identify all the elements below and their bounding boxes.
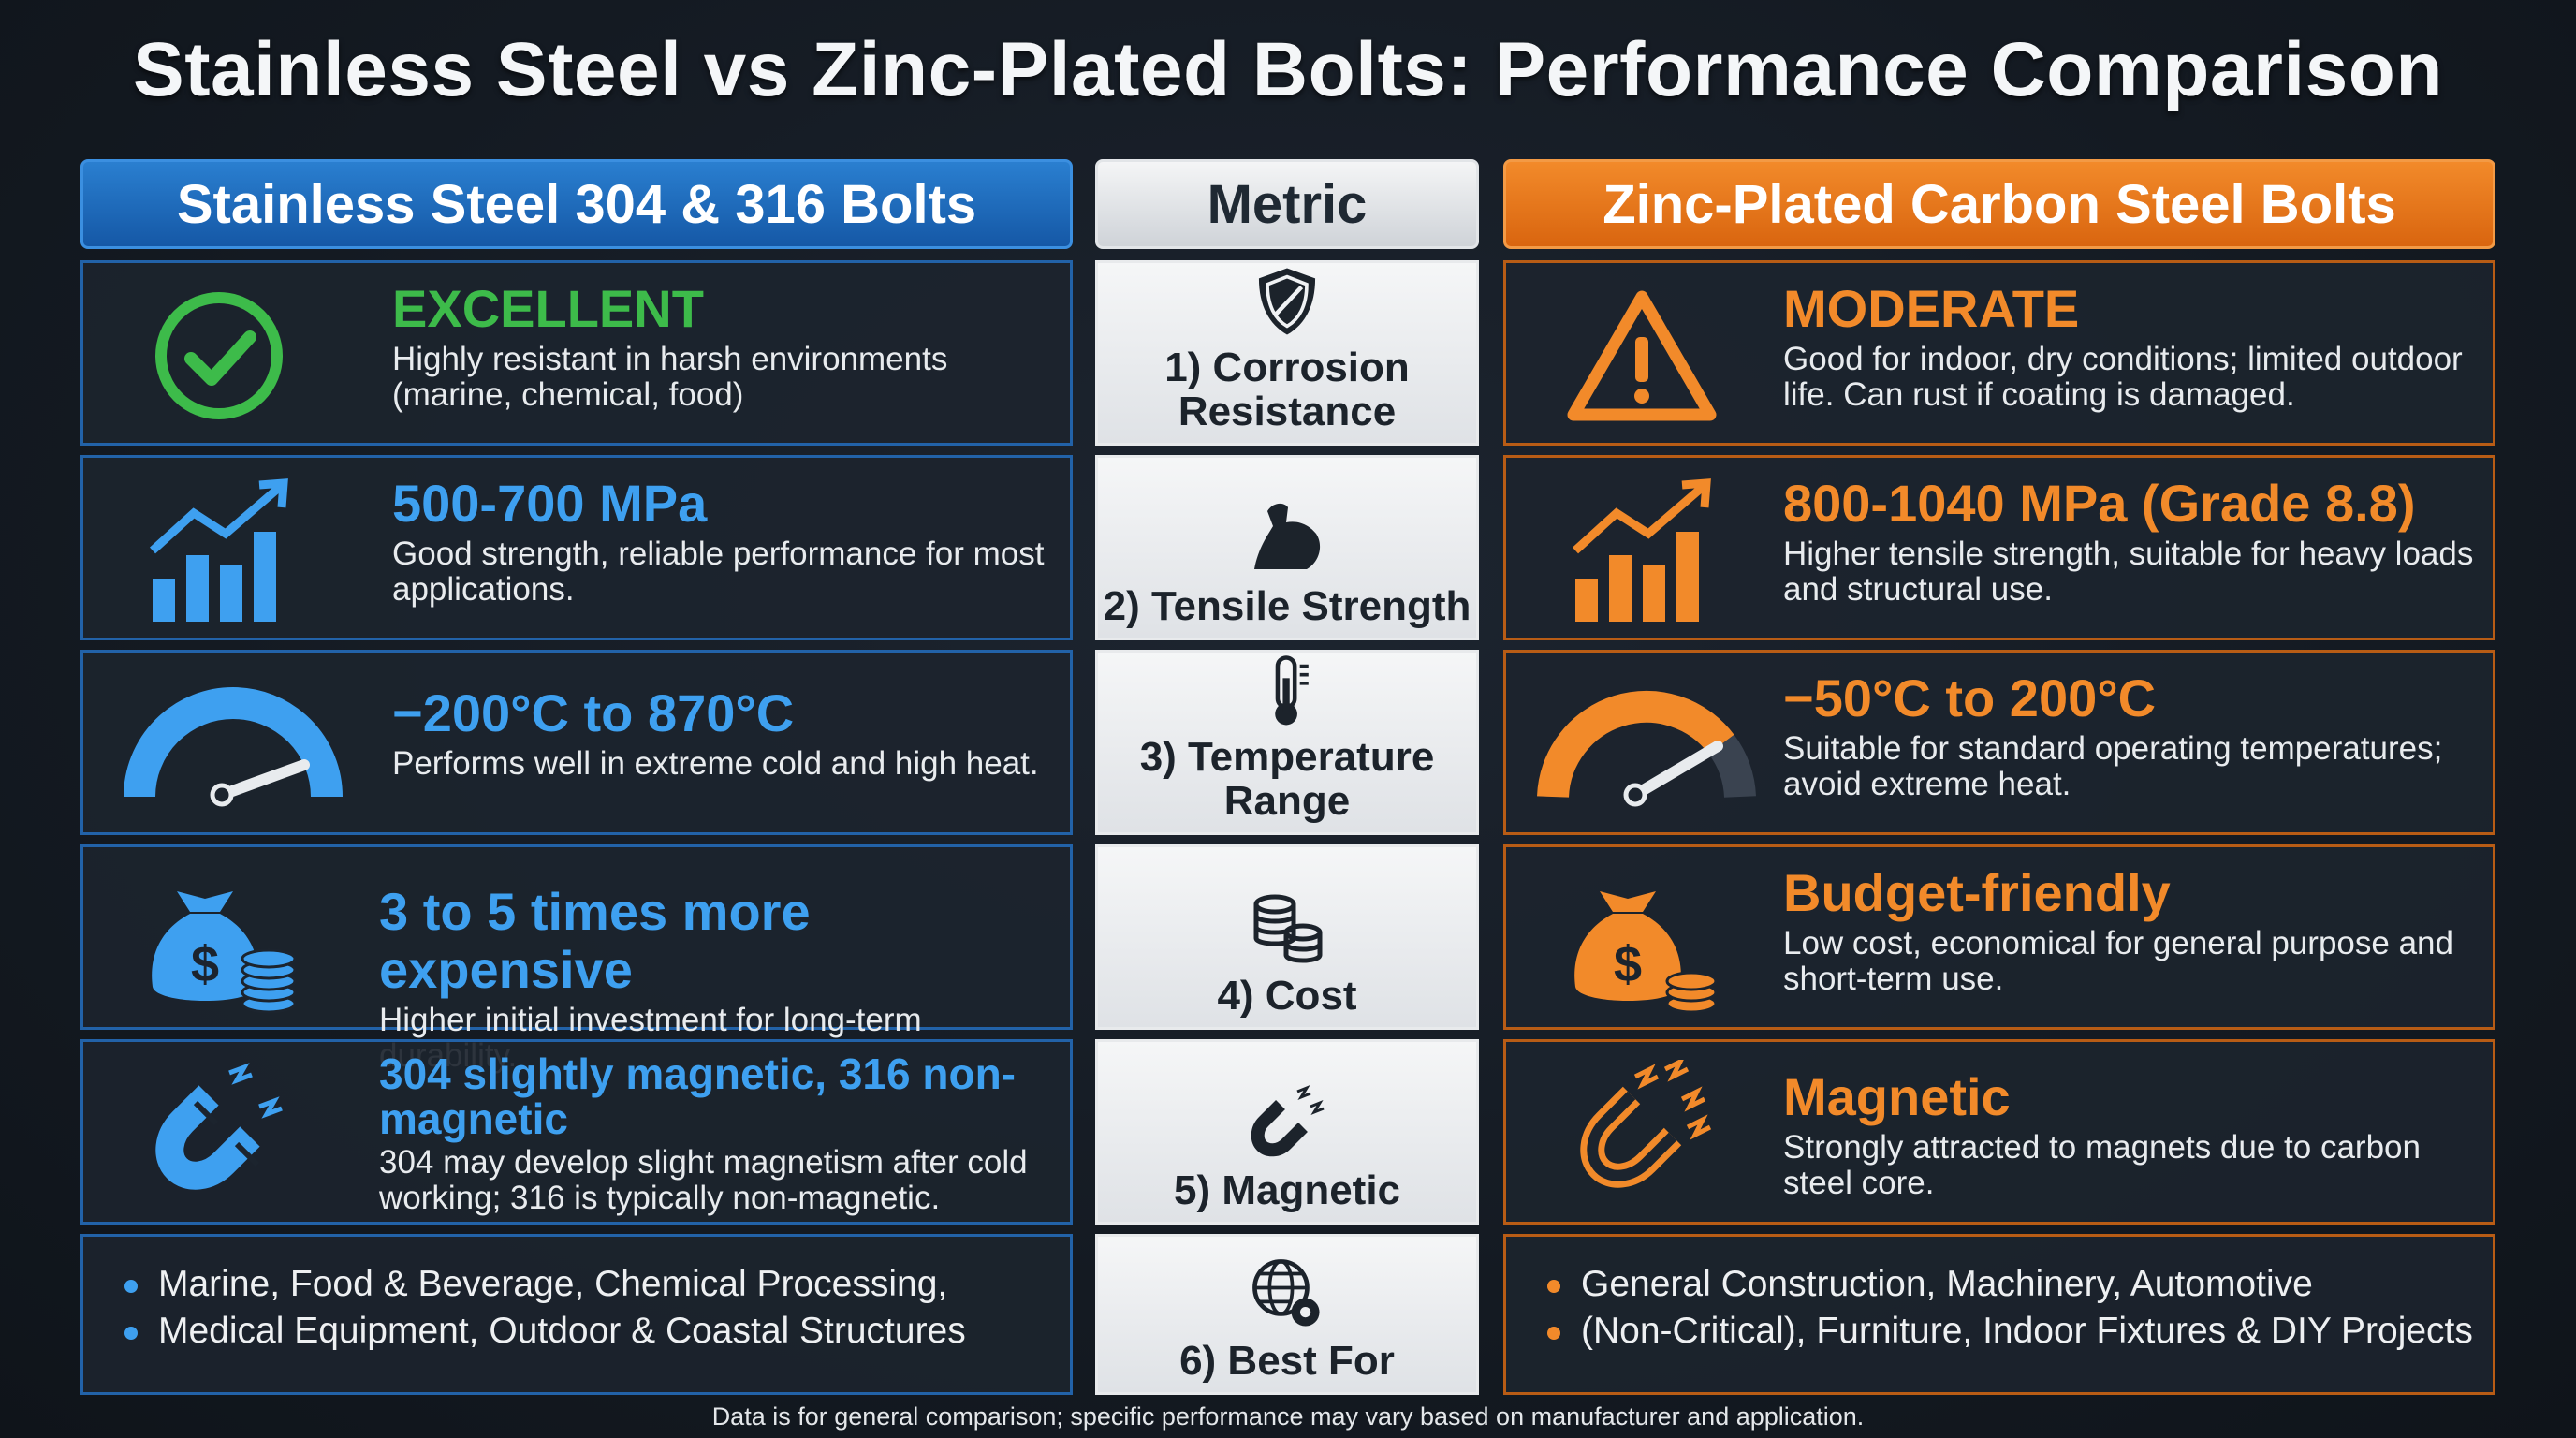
cost-description: Low cost, economical for general purpose…	[1783, 925, 2453, 997]
stainless-corrosion-cell: EXCELLENT Highly resistant in harsh envi…	[80, 260, 1073, 446]
magnet-icon	[1534, 1055, 1749, 1214]
stainless-tensile-cell: 500-700 MPa Good strength, reliable perf…	[80, 455, 1073, 640]
flexed-arm-icon	[1254, 503, 1321, 569]
magnetic-value: 304 slightly magnetic, 316 non-magnetic	[379, 1049, 1016, 1143]
money-bag-icon: $	[1534, 860, 1749, 1020]
metric-tensile: 2) Tensile Strength	[1095, 455, 1479, 640]
footer-disclaimer: Data is for general comparison; specific…	[711, 1402, 1865, 1431]
bar-chart-up-icon	[1534, 471, 1749, 630]
shield-icon	[1258, 268, 1316, 335]
metric-label: 3) Temperature Range	[1139, 734, 1435, 824]
corrosion-description: Good for indoor, dry conditions; limited…	[1783, 341, 2463, 413]
corrosion-description: Highly resistant in harsh environments (…	[392, 341, 948, 413]
tensile-value: 500-700 MPa	[392, 474, 708, 533]
list-item: General Construction, Machinery, Automot…	[1547, 1261, 2493, 1308]
magnet-icon	[111, 1055, 327, 1214]
header-zinc: Zinc-Plated Carbon Steel Bolts	[1503, 159, 2496, 249]
tensile-value: 800-1040 MPa (Grade 8.8)	[1783, 474, 2416, 533]
zinc-temperature-cell: −50°C to 200°C Suitable for standard ope…	[1503, 650, 2496, 835]
money-bag-icon: $	[111, 860, 327, 1020]
tensile-description: Higher tensile strength, suitable for he…	[1783, 536, 2474, 608]
warning-triangle-icon	[1534, 276, 1749, 435]
thermometer-icon	[1275, 655, 1309, 726]
metric-corrosion: 1) Corrosion Resistance	[1095, 260, 1479, 446]
cost-value: Budget-friendly	[1783, 863, 2171, 922]
checkmark-circle-icon	[111, 276, 327, 435]
page-title: Stainless Steel vs Zinc-Plated Bolts: Pe…	[133, 27, 2443, 112]
stainless-temperature-cell: −200°C to 870°C Performs well in extreme…	[80, 650, 1073, 835]
corrosion-rating: MODERATE	[1783, 279, 2080, 338]
metric-magnetic: 5) Magnetic	[1095, 1039, 1479, 1225]
stainless-magnetic-cell: 304 slightly magnetic, 316 non-magnetic …	[80, 1039, 1073, 1225]
magnetic-description: 304 may develop slight magnetism after c…	[379, 1144, 1028, 1216]
header-stainless: Stainless Steel 304 & 316 Bolts	[80, 159, 1073, 249]
list-item: Medical Equipment, Outdoor & Coastal Str…	[124, 1308, 1070, 1355]
zinc-magnetic-cell: Magnetic Strongly attracted to magnets d…	[1503, 1039, 2496, 1225]
zinc-tensile-cell: 800-1040 MPa (Grade 8.8) Higher tensile …	[1503, 455, 2496, 640]
stainless-cost-cell: $ 3 to 5 times more expensive Higher ini…	[80, 844, 1073, 1074]
list-item: Marine, Food & Beverage, Chemical Proces…	[124, 1261, 1070, 1308]
list-item: (Non-Critical), Furniture, Indoor Fixtur…	[1547, 1308, 2493, 1355]
magnet-icon	[1251, 1084, 1325, 1157]
cost-value: 3 to 5 times more expensive	[379, 882, 811, 999]
zinc-corrosion-cell: MODERATE Good for indoor, dry conditions…	[1503, 260, 2496, 446]
zinc-best-for-cell: General Construction, Machinery, Automot…	[1503, 1234, 2496, 1395]
globe-gear-icon	[1252, 1259, 1320, 1327]
bar-chart-up-icon	[111, 471, 327, 630]
temperature-range: −200°C to 870°C	[392, 683, 795, 742]
magnetic-description: Strongly attracted to magnets due to car…	[1783, 1129, 2421, 1201]
metric-label: 2) Tensile Strength	[1103, 583, 1471, 629]
gauge-icon	[1534, 666, 1759, 825]
metric-label: 6) Best For	[1179, 1338, 1395, 1384]
metric-label: 1) Corrosion Resistance	[1164, 345, 1410, 434]
temperature-range: −50°C to 200°C	[1783, 668, 2157, 727]
magnetic-value: Magnetic	[1783, 1067, 2011, 1126]
tensile-description: Good strength, reliable performance for …	[392, 536, 1045, 608]
svg-text:$: $	[191, 936, 219, 992]
metric-temperature: 3) Temperature Range	[1095, 650, 1479, 835]
gauge-icon	[121, 666, 345, 825]
metric-best-for: 6) Best For	[1095, 1234, 1479, 1395]
temperature-description: Performs well in extreme cold and high h…	[392, 745, 1039, 782]
svg-text:$: $	[1614, 936, 1642, 992]
metric-label: 4) Cost	[1217, 973, 1357, 1019]
zinc-cost-cell: $ Budget-friendly Low cost, economical f…	[1503, 844, 2496, 1030]
temperature-description: Suitable for standard operating temperat…	[1783, 730, 2443, 802]
metric-cost: 4) Cost	[1095, 844, 1479, 1030]
corrosion-rating: EXCELLENT	[392, 279, 704, 338]
header-metric: Metric	[1095, 159, 1479, 249]
coin-stack-icon	[1253, 894, 1323, 963]
stainless-best-for-cell: Marine, Food & Beverage, Chemical Proces…	[80, 1234, 1073, 1395]
metric-label: 5) Magnetic	[1173, 1167, 1401, 1213]
